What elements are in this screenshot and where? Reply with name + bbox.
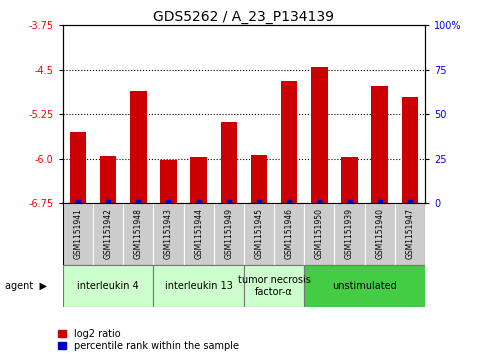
- Bar: [213, 203, 244, 265]
- Text: interleukin 13: interleukin 13: [165, 281, 233, 291]
- Bar: [63, 203, 93, 265]
- Text: unstimulated: unstimulated: [332, 281, 397, 291]
- Title: GDS5262 / A_23_P134139: GDS5262 / A_23_P134139: [154, 11, 334, 24]
- Bar: [190, 157, 207, 203]
- Text: agent  ▶: agent ▶: [5, 281, 47, 291]
- Text: GSM1151941: GSM1151941: [73, 208, 83, 259]
- Text: GSM1151943: GSM1151943: [164, 208, 173, 259]
- Bar: [130, 91, 146, 203]
- Bar: [365, 203, 395, 265]
- Text: GSM1151944: GSM1151944: [194, 208, 203, 259]
- Bar: [251, 155, 267, 203]
- Text: GSM1151948: GSM1151948: [134, 208, 143, 259]
- Bar: [334, 203, 365, 265]
- Bar: [274, 203, 304, 265]
- Bar: [244, 265, 304, 307]
- Text: GSM1151946: GSM1151946: [284, 208, 294, 259]
- Bar: [304, 203, 334, 265]
- Bar: [371, 86, 388, 203]
- Bar: [402, 97, 418, 203]
- Text: GSM1151942: GSM1151942: [103, 208, 113, 259]
- Text: GSM1151947: GSM1151947: [405, 208, 414, 259]
- Bar: [395, 203, 425, 265]
- Text: GSM1151940: GSM1151940: [375, 208, 384, 259]
- Bar: [123, 203, 154, 265]
- Text: GSM1151950: GSM1151950: [315, 208, 324, 259]
- Text: GSM1151945: GSM1151945: [255, 208, 264, 259]
- Bar: [93, 203, 123, 265]
- Bar: [221, 122, 237, 203]
- Bar: [341, 157, 358, 203]
- Bar: [100, 156, 116, 203]
- Bar: [244, 203, 274, 265]
- Bar: [154, 265, 244, 307]
- Text: GSM1151939: GSM1151939: [345, 208, 354, 259]
- Bar: [281, 81, 298, 203]
- Bar: [63, 265, 154, 307]
- Bar: [304, 265, 425, 307]
- Legend: log2 ratio, percentile rank within the sample: log2 ratio, percentile rank within the s…: [58, 329, 239, 351]
- Bar: [311, 67, 327, 203]
- Bar: [184, 203, 213, 265]
- Bar: [154, 203, 184, 265]
- Bar: [70, 132, 86, 203]
- Text: tumor necrosis
factor-α: tumor necrosis factor-α: [238, 275, 311, 297]
- Text: interleukin 4: interleukin 4: [77, 281, 139, 291]
- Text: GSM1151949: GSM1151949: [224, 208, 233, 259]
- Bar: [160, 160, 177, 203]
